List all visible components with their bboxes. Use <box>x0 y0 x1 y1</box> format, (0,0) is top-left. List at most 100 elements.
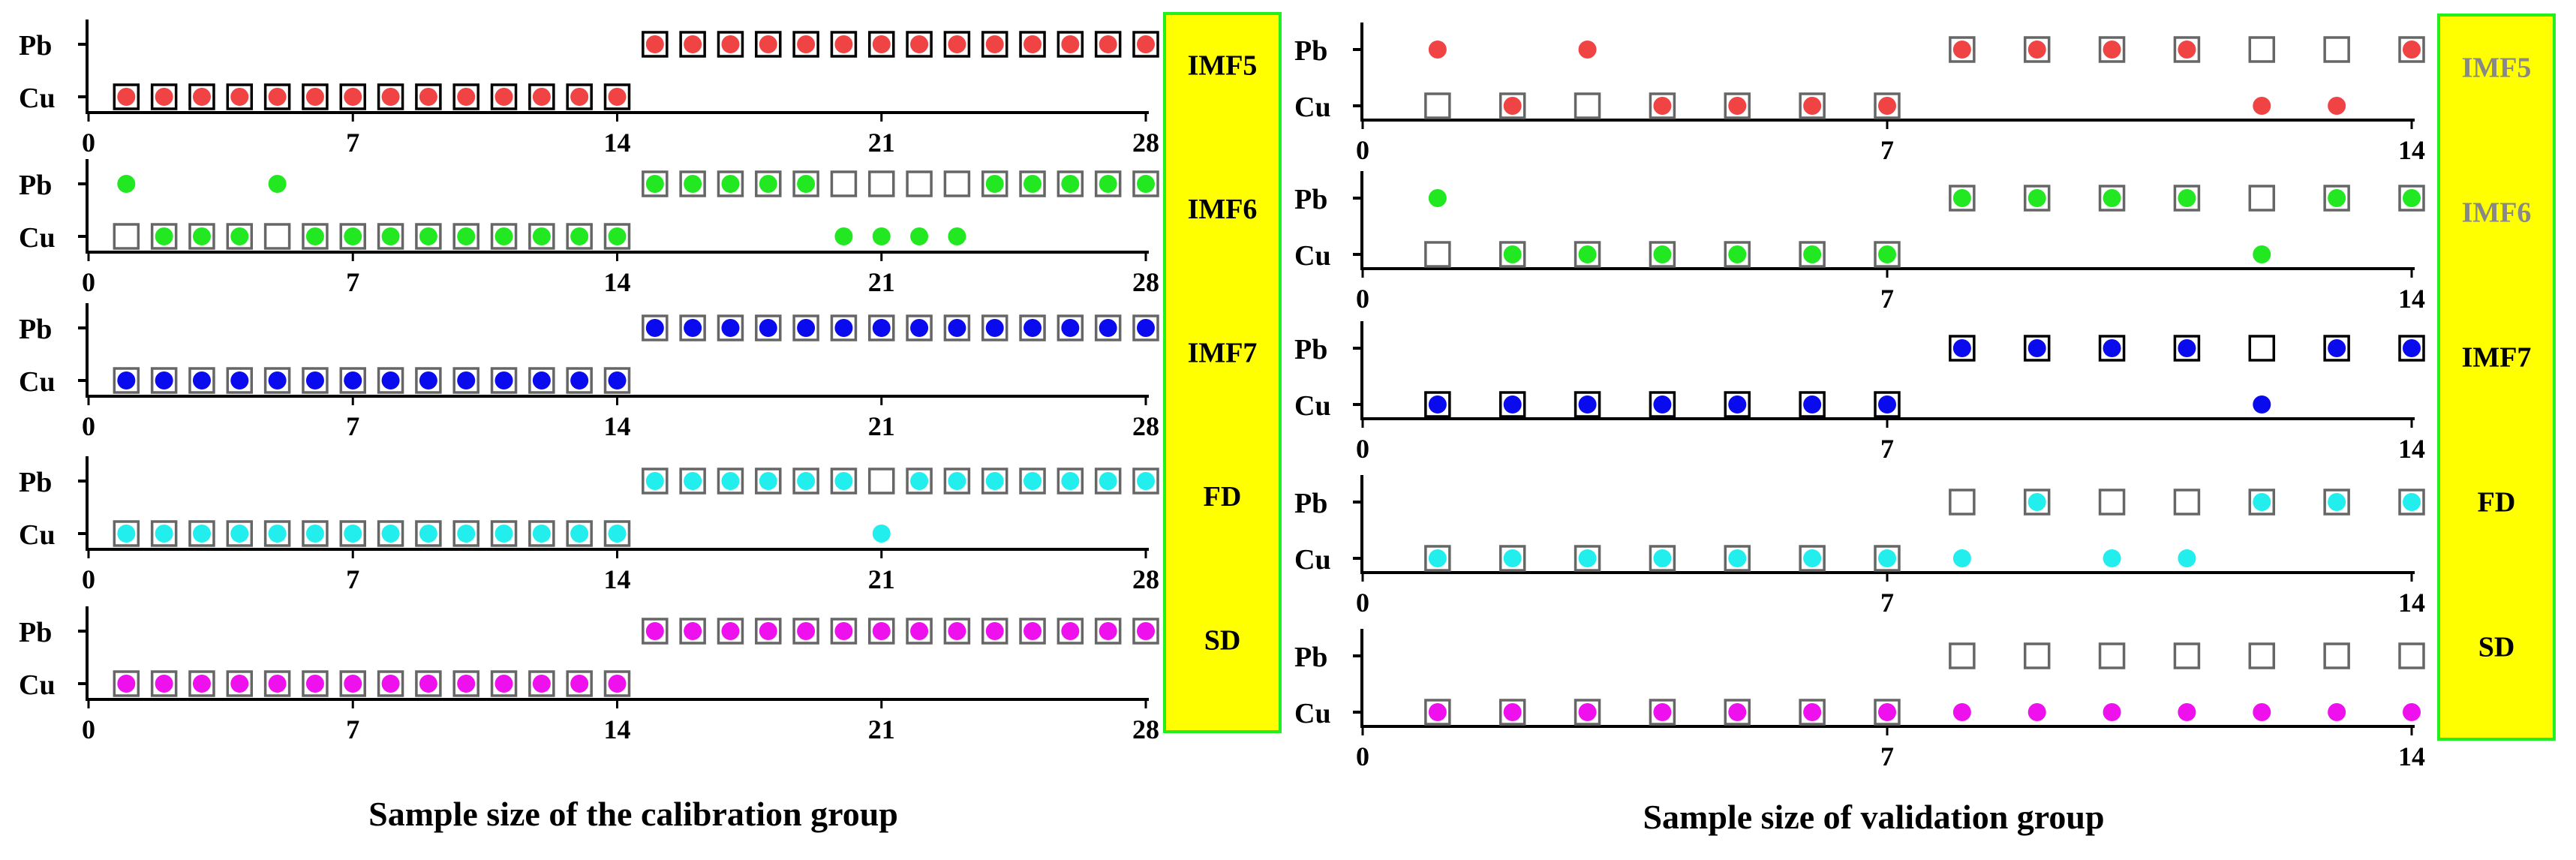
predicted-dot-pb-27 <box>1099 319 1117 337</box>
predicted-dot-cu-9 <box>2027 703 2046 721</box>
y-tick-label-pb: Pb <box>19 170 52 201</box>
predicted-dot-pb-17 <box>721 35 740 53</box>
predicted-dot-cu-12 <box>532 88 551 106</box>
predicted-dot-cu-23 <box>948 227 966 245</box>
predicted-dot-pb-15 <box>645 175 664 193</box>
predicted-dot-pb-26 <box>1061 35 1080 53</box>
predicted-dot-cu-11 <box>2178 549 2196 567</box>
predicted-dot-cu-6 <box>1803 245 1822 263</box>
legend-label-fd: FD <box>1204 481 1242 513</box>
predicted-dot-pb-9 <box>2027 189 2046 207</box>
predicted-dot-cu-4 <box>230 88 249 106</box>
legend-label-imf5: IMF5 <box>2462 53 2532 84</box>
actual-square-pb-23 <box>943 170 971 197</box>
predicted-dot-cu-10 <box>457 675 476 693</box>
predicted-dot-pb-26 <box>1061 319 1080 337</box>
predicted-dot-cu-11 <box>494 675 513 693</box>
predicted-dot-cu-21 <box>872 525 891 543</box>
x-tick-label-7: 7 <box>1880 741 1894 771</box>
predicted-dot-cu-13 <box>570 227 589 245</box>
predicted-dot-cu-12 <box>532 675 551 693</box>
actual-square-pb-11 <box>2173 642 2201 669</box>
legend-box <box>1163 12 1282 733</box>
x-tick-label-14: 14 <box>604 267 631 297</box>
predicted-dot-cu-2 <box>155 88 173 106</box>
x-tick-label-7: 7 <box>346 267 359 297</box>
predicted-dot-cu-4 <box>1653 395 1672 413</box>
predicted-dot-pb-1 <box>1428 41 1447 59</box>
predicted-dot-pb-28 <box>1137 319 1155 337</box>
predicted-dot-cu-2 <box>155 227 173 245</box>
y-tick-label-pb: Pb <box>1294 184 1327 215</box>
predicted-dot-cu-8 <box>381 525 400 543</box>
predicted-dot-pb-21 <box>872 35 891 53</box>
x-tick-label-21: 21 <box>868 714 895 744</box>
predicted-dot-pb-26 <box>1061 622 1080 640</box>
predicted-dot-cu-7 <box>344 525 362 543</box>
predicted-dot-cu-10 <box>2103 549 2121 567</box>
predicted-dot-pb-24 <box>985 35 1004 53</box>
predicted-dot-pb-18 <box>759 622 777 640</box>
x-tick-label-0: 0 <box>82 128 95 158</box>
predicted-dot-pb-10 <box>2103 41 2121 59</box>
predicted-dot-cu-14 <box>608 88 627 106</box>
predicted-dot-cu-7 <box>1878 703 1896 721</box>
x-tick-label-21: 21 <box>868 267 895 297</box>
legend-label-imf6: IMF6 <box>1188 194 1258 225</box>
predicted-dot-pb-21 <box>872 319 891 337</box>
predicted-dot-cu-8 <box>381 227 400 245</box>
predicted-dot-cu-3 <box>192 227 211 245</box>
predicted-dot-pb-12 <box>2253 493 2271 511</box>
x-tick-label-7: 7 <box>1880 135 1894 165</box>
legend-label-imf7: IMF7 <box>2462 342 2532 374</box>
predicted-dot-cu-9 <box>419 525 437 543</box>
predicted-dot-pb-9 <box>2027 339 2046 357</box>
predicted-dot-cu-9 <box>419 227 437 245</box>
predicted-dot-pb-18 <box>759 319 777 337</box>
predicted-dot-cu-7 <box>344 88 362 106</box>
predicted-dot-pb-23 <box>948 319 966 337</box>
predicted-dot-pb-3 <box>1578 41 1597 59</box>
predicted-dot-cu-11 <box>494 525 513 543</box>
y-tick-label-pb: Pb <box>19 30 52 62</box>
predicted-dot-pb-16 <box>684 35 702 53</box>
predicted-dot-pb-25 <box>1023 35 1042 53</box>
actual-square-pb-13 <box>2323 36 2350 63</box>
predicted-dot-cu-6 <box>1803 395 1822 413</box>
actual-square-pb-10 <box>2098 642 2126 669</box>
predicted-dot-pb-17 <box>721 175 740 193</box>
predicted-dot-cu-3 <box>192 525 211 543</box>
actual-square-pb-8 <box>1949 489 1976 516</box>
predicted-dot-cu-2 <box>155 675 173 693</box>
x-tick-label-14: 14 <box>2398 588 2425 618</box>
predicted-dot-cu-5 <box>1728 395 1747 413</box>
predicted-dot-cu-3 <box>1578 703 1597 721</box>
predicted-dot-cu-13 <box>570 88 589 106</box>
predicted-dot-cu-11 <box>494 371 513 389</box>
x-tick-label-14: 14 <box>2398 434 2425 464</box>
predicted-dot-cu-12 <box>2253 245 2271 263</box>
x-tick-label-7: 7 <box>346 714 359 744</box>
predicted-dot-pb-26 <box>1061 472 1080 490</box>
predicted-dot-cu-13 <box>570 675 589 693</box>
predicted-dot-cu-14 <box>2403 703 2421 721</box>
panel-imf6: Pb Cu 0 7 14 21 28 <box>19 159 1159 297</box>
predicted-dot-cu-1 <box>117 88 136 106</box>
panel-imf5: Pb Cu 0 7 14 <box>1294 23 2425 165</box>
predicted-dot-pb-27 <box>1099 175 1117 193</box>
actual-square-pb-22 <box>906 170 933 197</box>
predicted-dot-pb-19 <box>797 622 816 640</box>
y-tick-label-cu: Cu <box>1294 698 1331 729</box>
x-tick-label-21: 21 <box>868 564 895 594</box>
x-tick-label-0: 0 <box>82 714 95 744</box>
predicted-dot-cu-6 <box>305 371 324 389</box>
x-tick-label-14: 14 <box>2398 741 2425 771</box>
predicted-dot-cu-4 <box>230 227 249 245</box>
predicted-dot-pb-23 <box>948 622 966 640</box>
y-tick-label-pb: Pb <box>1294 35 1327 67</box>
predicted-dot-cu-7 <box>344 371 362 389</box>
predicted-dot-pb-19 <box>797 472 816 490</box>
predicted-dot-cu-4 <box>1653 703 1672 721</box>
predicted-dot-cu-6 <box>1803 97 1822 115</box>
